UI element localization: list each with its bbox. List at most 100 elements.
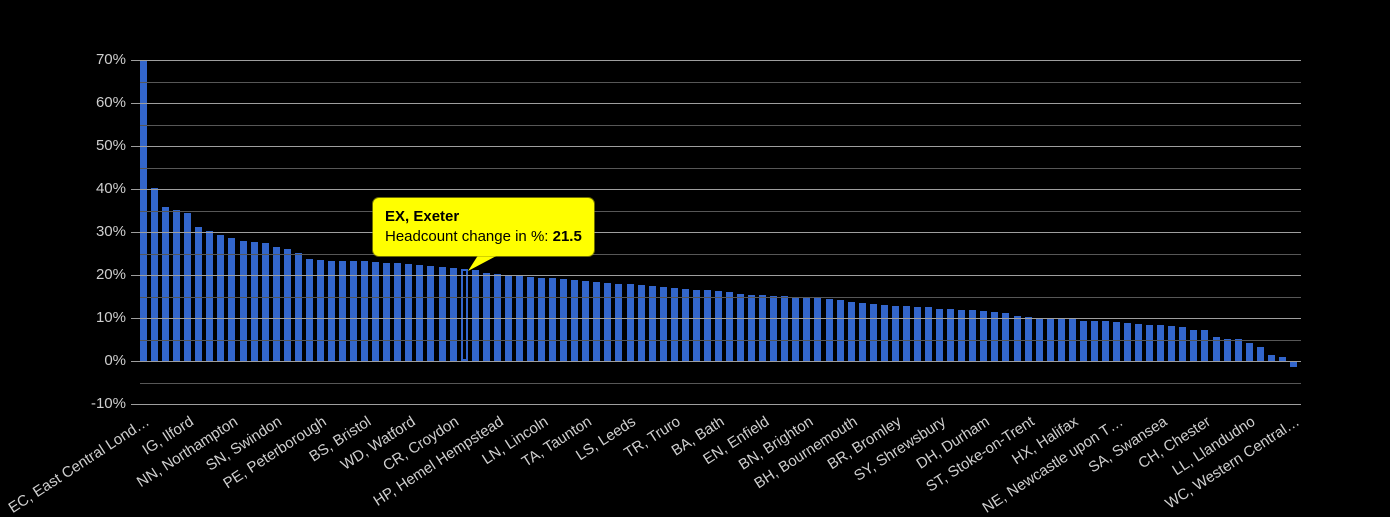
bar[interactable] (206, 230, 214, 361)
bar[interactable] (659, 287, 667, 361)
bar[interactable] (1013, 316, 1021, 361)
bar[interactable] (1179, 327, 1187, 361)
bar[interactable] (836, 299, 844, 361)
bar[interactable] (1079, 320, 1087, 361)
bar[interactable] (847, 302, 855, 361)
bar[interactable] (305, 258, 313, 361)
bar[interactable] (527, 277, 534, 361)
bar[interactable] (449, 268, 457, 361)
bar[interactable] (593, 281, 601, 361)
bar[interactable] (1146, 324, 1154, 361)
bar[interactable] (1234, 339, 1242, 361)
bar[interactable] (637, 285, 645, 361)
bar[interactable] (482, 273, 490, 361)
bar[interactable] (1278, 357, 1286, 361)
bar[interactable] (1113, 322, 1121, 361)
bar[interactable] (626, 284, 634, 361)
bar[interactable] (1168, 326, 1176, 361)
bar[interactable] (1256, 347, 1264, 361)
bar[interactable] (394, 263, 402, 361)
bar[interactable] (980, 311, 988, 361)
bar[interactable] (1035, 317, 1043, 361)
bar[interactable] (372, 261, 380, 361)
bar[interactable] (770, 295, 778, 361)
bar[interactable] (914, 306, 921, 361)
bar[interactable] (549, 278, 557, 361)
bar[interactable] (272, 247, 280, 361)
bar[interactable] (681, 289, 689, 361)
bar[interactable] (1201, 330, 1209, 361)
bar[interactable] (217, 235, 225, 361)
bar[interactable] (714, 291, 722, 361)
bar[interactable] (339, 260, 347, 361)
bar[interactable] (615, 284, 623, 361)
highlighted-bar[interactable] (460, 268, 468, 361)
bar[interactable] (173, 210, 181, 361)
bar[interactable] (1267, 354, 1275, 361)
bar[interactable] (162, 206, 170, 361)
bar[interactable] (858, 303, 866, 361)
bar[interactable] (1135, 324, 1143, 361)
bar[interactable] (958, 309, 966, 361)
bar[interactable] (759, 295, 767, 361)
bar[interactable] (737, 294, 745, 361)
bar[interactable] (327, 260, 335, 361)
bar[interactable] (891, 305, 899, 361)
bar[interactable] (438, 267, 446, 361)
bar[interactable] (151, 187, 159, 361)
bar[interactable] (294, 253, 302, 361)
bar[interactable] (261, 242, 269, 361)
bar[interactable] (1002, 312, 1010, 361)
bar[interactable] (1024, 316, 1032, 361)
bar[interactable] (825, 299, 833, 361)
bar[interactable] (692, 290, 700, 361)
bar[interactable] (648, 286, 656, 361)
bar[interactable] (350, 261, 358, 361)
bar[interactable] (1223, 338, 1231, 361)
bar[interactable] (316, 260, 324, 361)
bar[interactable] (416, 265, 424, 361)
bar[interactable] (361, 261, 369, 361)
bar[interactable] (582, 281, 590, 361)
bar[interactable] (1245, 342, 1253, 361)
bar[interactable] (803, 296, 811, 361)
bar[interactable] (228, 238, 236, 361)
bar[interactable] (792, 296, 800, 361)
bar[interactable] (471, 270, 479, 361)
bar[interactable] (239, 241, 247, 361)
bar[interactable] (947, 308, 955, 361)
bar[interactable] (283, 249, 291, 361)
bar[interactable] (1124, 323, 1132, 361)
bar[interactable] (925, 307, 933, 361)
bar[interactable] (250, 241, 258, 361)
bar[interactable] (538, 277, 546, 361)
bar[interactable] (571, 279, 579, 361)
bar[interactable] (184, 212, 192, 361)
bar[interactable] (427, 266, 435, 361)
bar[interactable] (560, 279, 568, 361)
bar[interactable] (195, 226, 203, 361)
bar[interactable] (814, 297, 822, 361)
bar[interactable] (1090, 321, 1098, 361)
bar[interactable] (405, 263, 413, 361)
bar[interactable] (902, 305, 910, 361)
bar[interactable] (726, 292, 734, 361)
bar[interactable] (991, 311, 999, 361)
bar[interactable] (703, 290, 711, 361)
bar[interactable] (1212, 337, 1220, 361)
bar[interactable] (936, 308, 944, 361)
bar[interactable] (1101, 321, 1109, 361)
bar[interactable] (670, 288, 678, 361)
bar[interactable] (604, 283, 612, 361)
bar[interactable] (781, 296, 789, 361)
bar[interactable] (383, 262, 391, 361)
bar[interactable] (1289, 361, 1297, 368)
y-axis-tick (131, 361, 140, 362)
bar[interactable] (969, 310, 977, 361)
bar[interactable] (493, 274, 501, 361)
bar[interactable] (1157, 325, 1165, 361)
bar[interactable] (748, 294, 756, 361)
bar[interactable] (869, 303, 877, 361)
bar[interactable] (880, 305, 888, 361)
bar[interactable] (1190, 330, 1198, 361)
